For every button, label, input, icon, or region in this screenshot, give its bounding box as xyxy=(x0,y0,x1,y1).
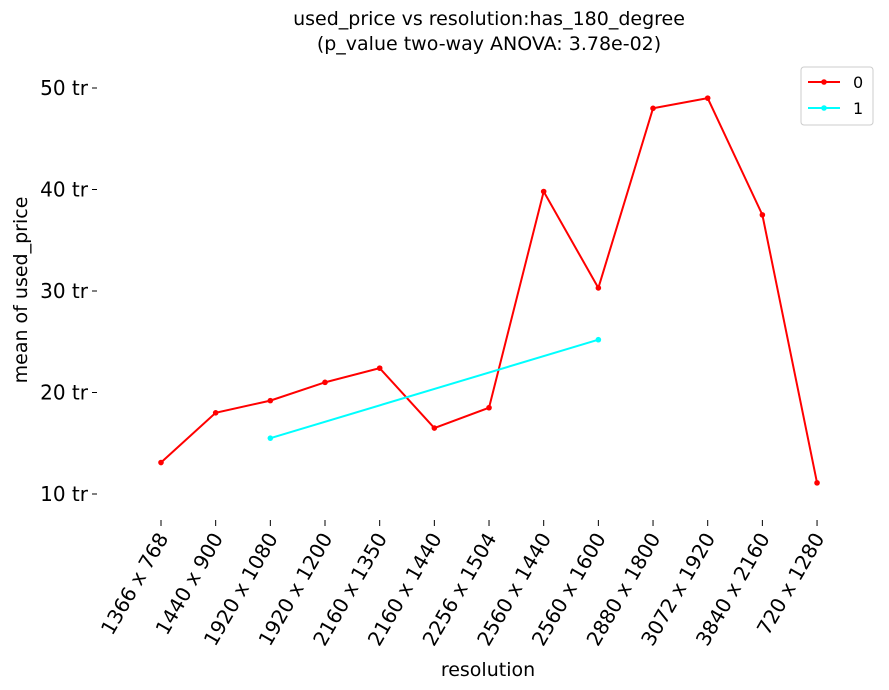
y-tick-label: 30 tr xyxy=(40,279,89,303)
series-line xyxy=(270,338,599,440)
chart-subtitle: (p_value two-way ANOVA: 3.78e-02) xyxy=(317,33,661,55)
y-tick-label: 20 tr xyxy=(40,381,89,405)
data-point xyxy=(704,95,711,101)
y-axis-label: mean of used_price xyxy=(10,197,32,384)
legend-label: 0 xyxy=(853,73,863,92)
data-point xyxy=(322,379,328,386)
y-tick-label: 50 tr xyxy=(40,76,89,100)
y-axis: 10 tr 20 tr 30 tr 40 tr 50 tr xyxy=(40,76,97,506)
data-point xyxy=(595,336,602,343)
data-point xyxy=(376,365,383,371)
x-axis-label: resolution xyxy=(441,659,535,681)
data-point xyxy=(814,480,820,486)
data-point xyxy=(486,404,492,411)
y-tick-label: 40 tr xyxy=(40,178,89,202)
legend-marker xyxy=(821,79,827,85)
series-layer xyxy=(158,95,820,486)
legend-entry-1: 1 xyxy=(808,99,863,118)
legend-label: 1 xyxy=(853,99,863,118)
data-point xyxy=(595,285,602,291)
chart-title: used_price vs resolution:has_180_degree xyxy=(293,8,685,30)
legend-marker xyxy=(821,105,827,111)
data-point xyxy=(650,105,656,112)
data-point xyxy=(267,435,274,441)
series-0 xyxy=(158,95,820,486)
y-tick-label: 10 tr xyxy=(40,482,89,506)
series-1 xyxy=(267,336,602,441)
series-line xyxy=(160,97,819,484)
data-point xyxy=(158,459,164,466)
data-point xyxy=(431,425,438,431)
data-point xyxy=(267,397,274,404)
data-point xyxy=(540,188,547,195)
legend-entry-0: 0 xyxy=(808,73,863,92)
data-point xyxy=(212,410,219,416)
data-point xyxy=(759,212,766,218)
legend: 01 xyxy=(800,66,874,126)
